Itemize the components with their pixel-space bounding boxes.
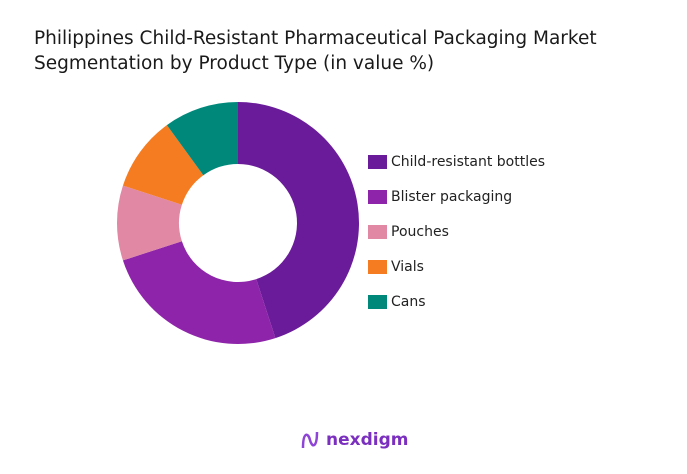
slice-blister-packaging [122,241,276,345]
slice-vials [122,125,204,205]
legend-swatch [368,294,387,309]
legend-item: Blister packaging [368,179,545,214]
logo: nexdigm [300,430,408,450]
slice-pouches [116,185,182,261]
legend-swatch [368,154,387,169]
legend-label: Cans [391,293,426,310]
legend-item: Child-resistant bottles [368,144,545,179]
legend: Child-resistant bottles Blister packaging… [368,144,545,319]
legend-item: Cans [368,284,545,319]
legend-item: Vials [368,249,545,284]
legend-item: Pouches [368,214,545,249]
slice-cans [166,102,238,176]
legend-swatch [368,259,387,274]
legend-swatch [368,224,387,239]
legend-swatch [368,189,387,204]
legend-label: Vials [391,258,424,275]
legend-label: Child-resistant bottles [391,153,546,170]
legend-label: Blister packaging [391,188,513,205]
slice-child-resistant-bottles [238,102,359,339]
legend-label: Pouches [391,223,449,240]
chart-title: Philippines Child-Resistant Pharmaceutic… [34,28,597,74]
logo-text: nexdigm [326,430,409,450]
nexdigm-logo-icon [301,431,319,449]
